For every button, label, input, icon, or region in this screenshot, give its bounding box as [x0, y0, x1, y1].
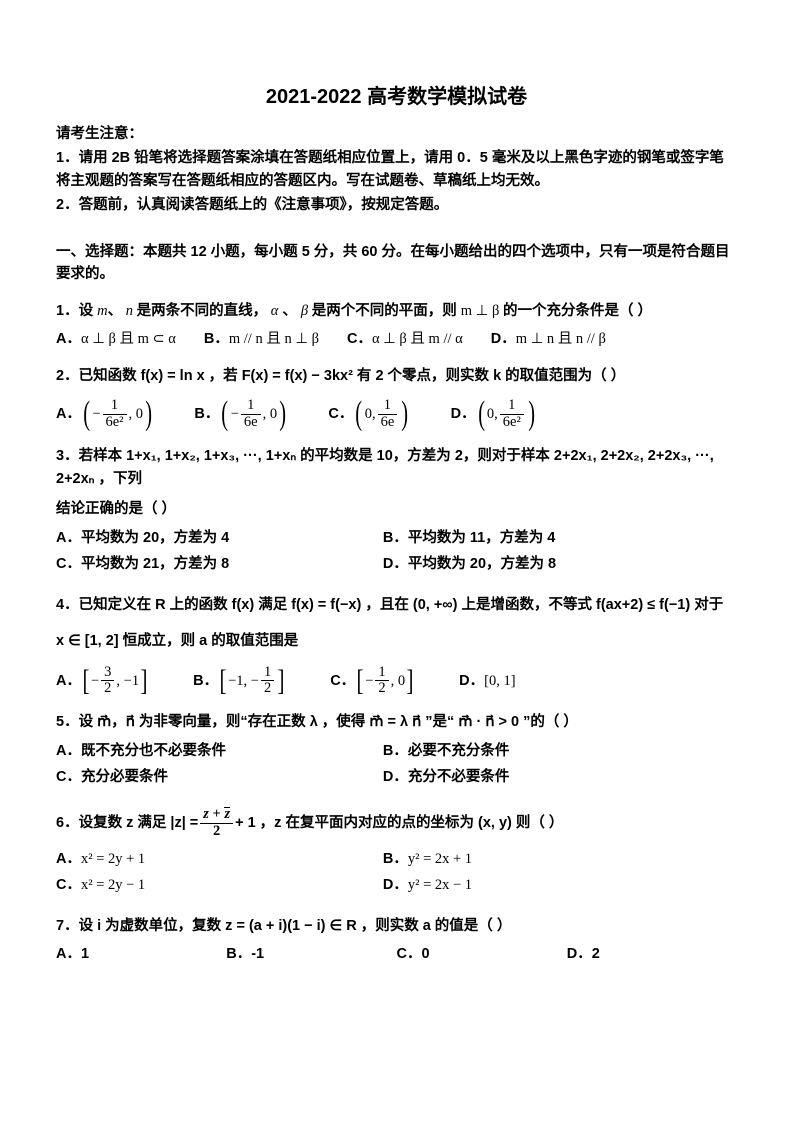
q2-options: A． ( − 16e² , 0 ) B． ( − 16e , 0 ) C． ( … [56, 397, 737, 431]
section-1-heading: 一、选择题：本题共 12 小题，每小题 5 分，共 60 分。在每小题给出的四个… [56, 241, 737, 286]
q3-opt-a: A．平均数为 20，方差为 4 [56, 527, 383, 549]
q4-opt-d: D． [0, 1] [459, 670, 515, 692]
question-4: 4．已知定义在 R 上的函数 f(x) 满足 f(x) = f(−x) ，且在 … [56, 594, 737, 653]
q2-opt-c: C． ( 0, 16e ) [328, 397, 410, 431]
q1-opt-a: A．α ⊥ β 且 m ⊂ α [56, 328, 176, 350]
q2-opt-a: A． ( − 16e² , 0 ) [56, 397, 154, 431]
q1-stem-suffix: 的一个充分条件是（ ） [503, 303, 652, 319]
q6-opt-a: A．x² = 2y + 1 [56, 848, 383, 870]
notice-line-1: 1．请用 2B 铅笔将选择题答案涂填在答题纸相应位置上，请用 0．5 毫米及以上… [56, 147, 737, 192]
q5-stem: 5．设 m⃗，n⃗ 为非零向量，则“存在正数 λ ，使得 m⃗ = λ n⃗ ”… [56, 714, 578, 730]
q5-options: A．既不充分也不必要条件 B．必要不充分条件 C．充分必要条件 D．充分不必要条… [56, 740, 737, 793]
question-1: 1．设 m、 n 是两条不同的直线， α 、 β 是两个不同的平面，则 m ⊥ … [56, 300, 737, 322]
q1-m: m [97, 303, 107, 319]
q6-stem-post: + 1 ，z 在复平面内对应的点的坐标为 (x, y) 则（ ） [235, 812, 563, 834]
question-2: 2．已知函数 f(x) = ln x ，若 F(x) = f(x) − 3kx²… [56, 365, 737, 387]
question-5: 5．设 m⃗，n⃗ 为非零向量，则“存在正数 λ ，使得 m⃗ = λ n⃗ ”… [56, 711, 737, 733]
question-6: 6．设复数 z 满足 |z| = z + z 2 + 1 ，z 在复平面内对应的… [56, 807, 737, 840]
q7-opt-a: A．1 [56, 943, 226, 965]
q7-stem: 7．设 i 为虚数单位，复数 z = (a + i)(1 − i) ∈ R ，则… [56, 918, 511, 934]
q3-opt-b: B．平均数为 11，方差为 4 [383, 527, 710, 549]
q7-opt-b: B．-1 [226, 943, 396, 965]
q4-options: A． [ − 32 , −1 ] B． [ −1, − 12 ] C． [ − … [56, 665, 737, 698]
q3-stem-1: 3．若样本 1+x₁, 1+x₂, 1+x₃, ···, 1+xₙ 的平均数是 … [56, 445, 737, 490]
question-7: 7．设 i 为虚数单位，复数 z = (a + i)(1 − i) ∈ R ，则… [56, 915, 737, 937]
q1-n: n [126, 303, 133, 319]
q2-opt-d: D． ( 0, 16e² ) [451, 397, 538, 431]
q6-opt-b: B．y² = 2x + 1 [383, 848, 710, 870]
notice-line-2: 2．答题前，认真阅读答题纸上的《注意事项》，按规定答题。 [56, 194, 737, 216]
q1-opt-c: C．α ⊥ β 且 m // α [347, 328, 463, 350]
q6-options: A．x² = 2y + 1 B．y² = 2x + 1 C．x² = 2y − … [56, 848, 737, 901]
q5-opt-b: B．必要不充分条件 [383, 740, 710, 762]
q6-stem-pre: 6．设复数 z 满足 |z| = [56, 812, 198, 834]
q4-opt-b: B． [ −1, − 12 ] [193, 665, 286, 698]
q6-opt-c: C．x² = 2y − 1 [56, 874, 383, 896]
q5-opt-a: A．既不充分也不必要条件 [56, 740, 383, 762]
q1-stem-mid2: 是两个不同的平面，则 [312, 303, 461, 319]
q2-stem: 2．已知函数 f(x) = ln x ，若 F(x) = f(x) − 3kx²… [56, 368, 625, 384]
q6-opt-d: D．y² = 2x − 1 [383, 874, 710, 896]
q7-opt-d: D．2 [567, 943, 737, 965]
exam-page: 2021-2022 高考数学模拟试卷 请考生注意： 1．请用 2B 铅笔将选择题… [0, 0, 793, 1122]
q4-stem-2: x ∈ [1, 2] 恒成立，则 a 的取值范围是 [56, 630, 737, 652]
q7-opt-c: C．0 [397, 943, 567, 965]
q1-opt-b: B．m // n 且 n ⊥ β [204, 328, 319, 350]
q1-stem-mid: 是两条不同的直线， [137, 303, 268, 319]
q1-beta: β [301, 303, 308, 319]
q3-options: A．平均数为 20，方差为 4 B．平均数为 11，方差为 4 C．平均数为 2… [56, 527, 737, 580]
q6-frac: z + z 2 [200, 807, 233, 840]
q3-stem-2: 结论正确的是（ ） [56, 498, 737, 520]
q4-opt-c: C． [ − 12 , 0 ] [330, 665, 415, 698]
q2-opt-b: B． ( − 16e , 0 ) [194, 397, 288, 431]
notice-heading: 请考生注意： [56, 123, 737, 145]
q4-opt-a: A． [ − 32 , −1 ] [56, 665, 149, 698]
question-3: 3．若样本 1+x₁, 1+x₂, 1+x₃, ···, 1+xₙ 的平均数是 … [56, 445, 737, 520]
q1-stem-prefix: 1．设 [56, 303, 97, 319]
q1-mperpb: m ⊥ β [461, 303, 500, 319]
q5-opt-d: D．充分不必要条件 [383, 766, 710, 788]
notice-block: 请考生注意： 1．请用 2B 铅笔将选择题答案涂填在答题纸相应位置上，请用 0．… [56, 123, 737, 217]
q3-opt-d: D．平均数为 20，方差为 8 [383, 553, 710, 575]
q7-options: A．1 B．-1 C．0 D．2 [56, 943, 737, 965]
page-title: 2021-2022 高考数学模拟试卷 [56, 82, 737, 113]
q1-opt-d: D．m ⊥ n 且 n // β [491, 328, 606, 350]
q5-opt-c: C．充分必要条件 [56, 766, 383, 788]
q4-stem-1: 4．已知定义在 R 上的函数 f(x) 满足 f(x) = f(−x) ，且在 … [56, 594, 737, 616]
q3-opt-c: C．平均数为 21，方差为 8 [56, 553, 383, 575]
q1-options: A．α ⊥ β 且 m ⊂ α B．m // n 且 n ⊥ β C．α ⊥ β… [56, 328, 737, 350]
